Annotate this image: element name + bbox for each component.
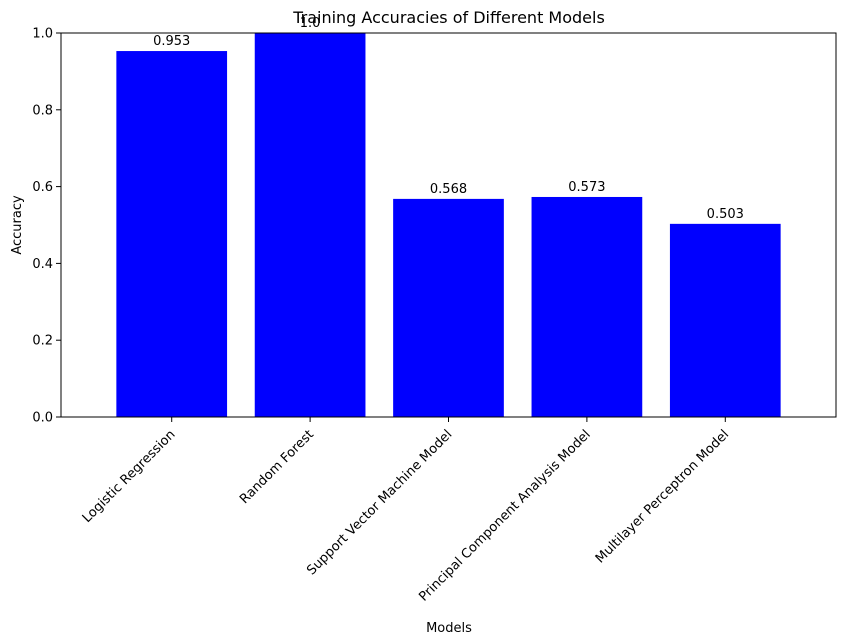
x-tick-label-4: Multilayer Perceptron Model [593,427,732,566]
y-axis-title: Accuracy [10,195,25,255]
x-axis: Logistic Regression Random ForestSupport … [80,417,732,605]
data-label-4: 0.503 [707,207,744,222]
bar-2 [393,198,504,417]
bar-0 [116,51,228,418]
y-tick-label-0: 0.0 [32,411,53,426]
data-label-0: 0.953 [153,34,190,49]
y-tick-label-2: 0.4 [32,257,53,272]
bar-1 [254,33,366,417]
x-tick-label-2: Support Vector Machine Model [304,427,455,578]
y-axis: 0.0 0.2 0.4 0.6 0.8 1.0 [32,27,61,426]
x-tick-label-1: Random Forest [237,427,317,507]
data-label-2: 0.568 [430,182,467,197]
data-labels-group: 0.953 1.0 0.568 0.573 0.503 [153,16,744,222]
y-tick-label-1: 0.2 [32,334,53,349]
x-tick-label-3: Principal Component Analysis Model [416,427,593,604]
chart-title: Training Accuracies of Different Models [292,8,605,27]
plot-frame [60,32,837,418]
x-tick-label-0: Logistic Regression [80,427,179,526]
bars-group [116,33,781,418]
y-tick-label-4: 0.8 [32,103,53,118]
data-label-1: 1.0 [300,16,321,31]
data-label-3: 0.573 [568,180,605,195]
y-tick-label-5: 1.0 [32,27,53,42]
y-tick-label-3: 0.6 [32,180,53,195]
bar-3 [531,196,643,417]
bar-4 [669,223,781,417]
x-axis-title: Models [426,621,472,636]
